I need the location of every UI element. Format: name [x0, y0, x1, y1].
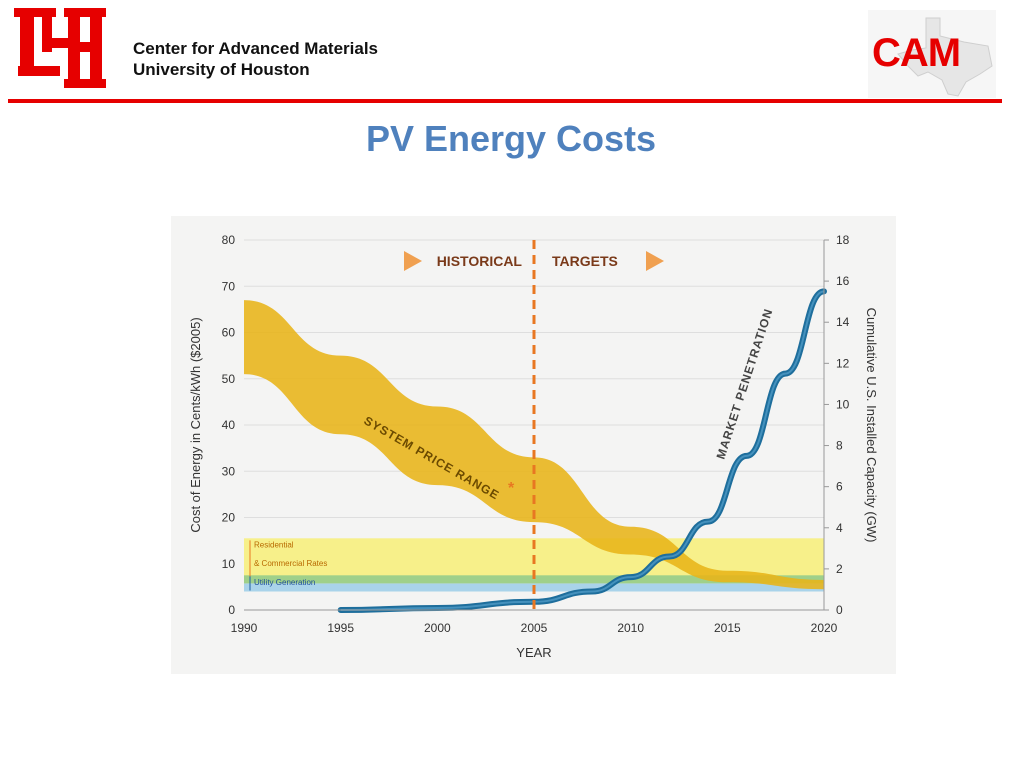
y2-axis-title: Cumulative U.S. Installed Capacity (GW)	[864, 308, 879, 543]
x-tick-label: 1995	[327, 621, 354, 635]
y2-tick-label: 10	[836, 397, 850, 411]
y-tick-label: 10	[222, 557, 236, 571]
x-axis-title: YEAR	[516, 645, 551, 660]
targets-label: TARGETS	[552, 253, 618, 269]
y-tick-label: 30	[222, 464, 236, 478]
y2-tick-label: 4	[836, 521, 843, 535]
texas-outline-icon	[897, 17, 993, 97]
y-tick-label: 40	[222, 418, 236, 432]
y2-tick-label: 18	[836, 233, 850, 247]
org-line-1: Center for Advanced Materials	[133, 39, 378, 58]
y-tick-label: 70	[222, 279, 236, 293]
pv-cost-chart: 1990 1995 2000 2005 2010 2015 2020010203040506…	[171, 216, 896, 674]
y-tick-label: 50	[222, 372, 236, 386]
cam-logo-text: CAM	[872, 31, 961, 75]
page-title: PV Energy Costs	[365, 118, 657, 159]
x-tick-label: 2000	[424, 621, 451, 635]
y2-tick-label: 2	[836, 562, 843, 576]
y2-tick-label: 6	[836, 480, 843, 494]
utility-label: Utility Generation	[254, 578, 315, 587]
utility-generation-band	[244, 575, 824, 584]
uh-logo	[14, 8, 106, 88]
y-tick-label: 60	[222, 326, 236, 340]
y2-tick-label: 12	[836, 356, 850, 370]
y2-tick-label: 16	[836, 274, 850, 288]
system-price-range-marker: *	[508, 480, 515, 497]
y2-tick-label: 14	[836, 315, 850, 329]
arrow-left-icon	[404, 251, 422, 271]
market-penetration-highlight	[340, 290, 825, 611]
y2-tick-label: 8	[836, 439, 843, 453]
org-line-2: University of Houston	[133, 60, 310, 79]
x-tick-label: 2020	[811, 621, 838, 635]
historical-label: HISTORICAL	[437, 253, 523, 269]
x-tick-label: 2005	[521, 621, 548, 635]
residential-label-2: & Commercial Rates	[254, 559, 327, 568]
y2-tick-label: 0	[836, 603, 843, 617]
x-tick-label: 2010	[617, 621, 644, 635]
x-tick-label: 2015	[714, 621, 741, 635]
y-tick-label: 0	[228, 603, 235, 617]
arrow-right-icon	[646, 251, 664, 271]
cam-logo	[868, 10, 996, 98]
chart-panel: 1990 1995 2000 2005 2010 2015 2020 0 10 20 30 40 50 6…	[171, 216, 896, 674]
residential-label: Residential	[254, 541, 294, 550]
y-tick-label: 80	[222, 233, 236, 247]
x-tick-label: 1990	[231, 621, 258, 635]
header-divider	[8, 99, 1002, 103]
y-axis-title: Cost of Energy in Cents/kWh ($2005)	[188, 317, 203, 532]
organization-name: Center for Advanced Materials University…	[133, 38, 378, 80]
y-tick-label: 20	[222, 511, 236, 525]
